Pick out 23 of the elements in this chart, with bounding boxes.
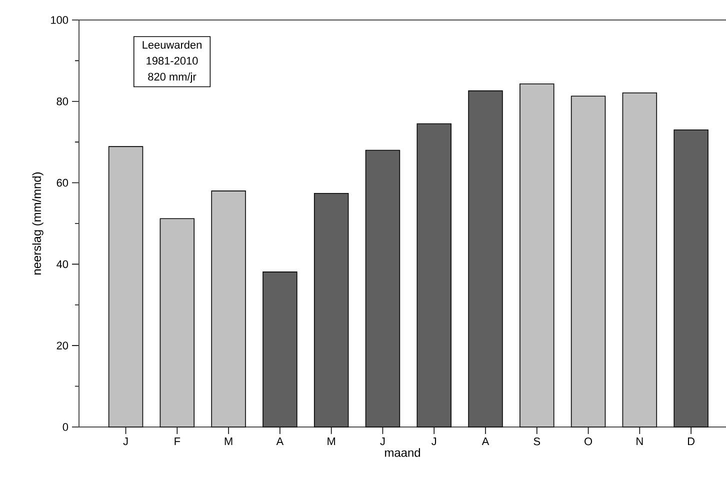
- x-tick-label: S: [534, 438, 540, 446]
- annotation: 820 mm/jr: [148, 72, 196, 83]
- x-tick-label: J: [380, 438, 385, 446]
- x-tick-label: F: [174, 438, 180, 446]
- x-tick-label: J: [123, 438, 128, 446]
- x-tick-label: A: [276, 438, 284, 446]
- annotation: Leeuwarden: [142, 40, 202, 49]
- x-tick-label: O: [584, 438, 592, 446]
- x-tick-label: A: [482, 438, 490, 446]
- y-tick-label: 80: [56, 98, 68, 106]
- annotation: 1981-2010: [146, 56, 198, 65]
- y-tick-label: 40: [56, 260, 68, 268]
- y-tick-label: 60: [56, 178, 68, 187]
- x-axis-title: maand: [385, 448, 420, 457]
- x-tick-label: M: [224, 438, 232, 446]
- y-tick-label: 100: [51, 16, 68, 24]
- x-tick-label: J: [432, 438, 436, 446]
- x-tick-label: M: [328, 438, 335, 446]
- x-tick-label: D: [688, 438, 694, 446]
- y-axis-title: neerslag (mm/mnd): [32, 172, 44, 275]
- x-tick-label: N: [636, 438, 643, 446]
- y-tick-label: 0: [62, 423, 68, 431]
- y-tick-label: 20: [56, 342, 68, 350]
